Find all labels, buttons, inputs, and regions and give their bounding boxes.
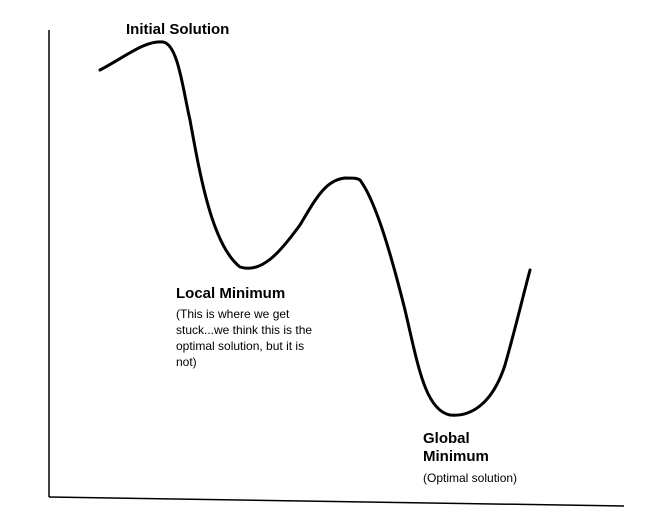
local-minimum-note: (This is where we get stuck...we think t… — [176, 307, 313, 369]
local-minimum-label: Local Minimum — [176, 285, 286, 302]
global-minimum-label: Global Minimum — [423, 430, 489, 465]
x-axis-line — [48, 496, 625, 507]
global-minimum-note: (Optimal solution) — [423, 471, 518, 485]
loss-curve — [98, 40, 532, 417]
initial-solution-label: Initial Solution — [126, 21, 230, 38]
